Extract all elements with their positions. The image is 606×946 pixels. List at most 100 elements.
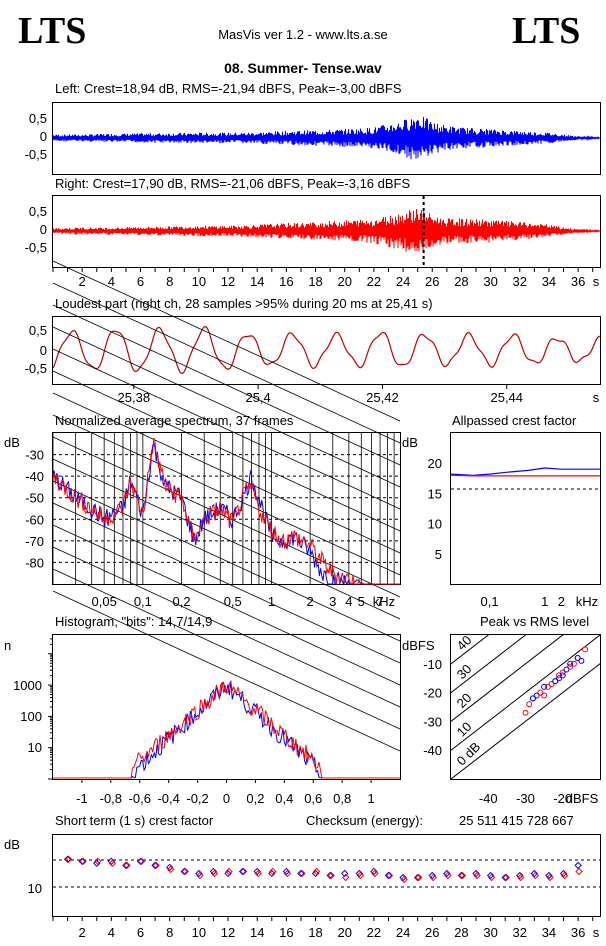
peak-rms-title: Peak vs RMS level: [480, 614, 590, 629]
loud-tick-label: 25,42: [366, 390, 399, 405]
spec-ytick: -80: [25, 555, 44, 570]
hist-xtick: 1: [367, 791, 374, 806]
pr-xtick: dBFS: [566, 791, 599, 806]
crest-point-left: [355, 869, 364, 878]
spec-ytick: -40: [25, 469, 44, 484]
crest-point-right: [400, 875, 408, 884]
spec-ytick: -60: [25, 512, 44, 527]
spec-slope: [52, 304, 401, 466]
right-channel-title: Right: Crest=17,90 dB, RMS=-21,06 dBFS, …: [55, 176, 411, 191]
hist-xtick: 0: [223, 791, 230, 806]
ap-xtick: 0,1: [481, 594, 499, 609]
histogram-ylabel: n: [4, 638, 11, 653]
time-tick-label: 30: [483, 925, 497, 940]
crest-point-right: [196, 871, 204, 880]
crest-point-left: [63, 855, 72, 864]
spec-xtick: 4: [345, 594, 352, 609]
file-title: 08. Summer- Tense.wav: [224, 60, 382, 76]
spec-slope: [52, 546, 401, 708]
pr-diag-label: 20: [454, 690, 475, 711]
loud-tick-label: 25,4: [245, 390, 270, 405]
loud-tick-label: 25,44: [490, 390, 523, 405]
allpass-right-series: [450, 474, 600, 477]
ap-ytick: 20: [428, 456, 442, 471]
crest-point-left: [297, 869, 305, 878]
spectrum-ylabel: dB: [4, 435, 20, 450]
spec-ytick: -30: [25, 448, 44, 463]
crest-title: Short term (1 s) crest factor: [55, 813, 214, 828]
spec-slope: [52, 370, 401, 532]
ytick-right-1: 0: [40, 222, 47, 237]
left-waveform-series: [52, 116, 600, 160]
spec-xtick: 0,05: [92, 594, 117, 609]
loudest-xaxis: 25,38 25,4 25,42 25,44 s: [118, 385, 600, 405]
spec-xtick: 7: [376, 594, 383, 609]
crest-point-right: [371, 869, 379, 878]
hist-xtick: 0,6: [304, 791, 322, 806]
checksum-label: Checksum (energy):: [306, 813, 424, 828]
crest-point-right: [210, 869, 219, 878]
allpass-ylabel: dB: [402, 435, 418, 450]
crest-point-right: [269, 867, 277, 876]
time-tick-label: 24: [396, 274, 410, 289]
pr-ytick: -10: [423, 657, 442, 672]
time-tick-label: 22: [367, 274, 381, 289]
time-tick-label: 14: [250, 274, 264, 289]
peak-rms-ylabel: dBFS: [402, 638, 435, 653]
spec-slope: [52, 524, 401, 686]
pr-point-left: [541, 683, 548, 690]
crest-points: [63, 855, 583, 884]
crest-point-right: [473, 871, 481, 880]
left-channel-title: Left: Crest=18,94 dB, RMS=-21,94 dBFS, P…: [55, 81, 402, 96]
crest-point-left: [413, 873, 422, 882]
crest-point-left: [486, 871, 495, 880]
pr-xtick: -30: [516, 791, 535, 806]
pr-diag-label: 30: [454, 661, 475, 682]
pr-point-left: [574, 655, 581, 662]
hist-xtick: -0,4: [157, 791, 179, 806]
spec-slope: [52, 282, 401, 444]
time-tick-label: 8: [166, 925, 173, 940]
crest-point-left: [195, 869, 203, 878]
time-tick-label: 28: [454, 925, 468, 940]
time-tick-label: 20: [337, 274, 351, 289]
histogram-ticks: -1 -0,8 -0,6 -0,4 -0,2 0 0,2 0,4 0,6 0,8 1: [48, 638, 375, 806]
time-tick-label: 24: [396, 925, 410, 940]
time-tick-label: 10: [192, 274, 206, 289]
ytick-right-0: 0,5: [29, 204, 47, 219]
pr-diag: [450, 634, 528, 695]
pr-point-right: [548, 680, 555, 687]
allpass-title: Allpassed crest factor: [452, 413, 577, 428]
allpass-plot: dB 20 15 10 5 0,1 1 2 kHz: [402, 432, 601, 609]
spectrum-grid: [52, 260, 401, 752]
crest-point-right: [517, 873, 525, 882]
crest-point-left: [78, 857, 86, 866]
ap-xtick: 2: [558, 594, 565, 609]
crest-point-left: [209, 867, 218, 876]
spec-xtick: 5: [358, 594, 365, 609]
pr-xtick: -40: [479, 791, 498, 806]
pr-diag: [450, 634, 491, 666]
time-tick-label: 12: [221, 274, 235, 289]
pr-diag: [450, 634, 565, 723]
left-waveform-plot: 0,5 0 -0,5: [25, 102, 601, 175]
crest-xaxis: 2 4 6 8 10 12 14 16 18 20 22 24 26 28 30 32 34 36 s: [52, 917, 600, 940]
time-tick-label: 10: [192, 925, 206, 940]
ytick-left-2: -0,5: [25, 147, 47, 162]
time-tick-label: 30: [483, 274, 497, 289]
logo-left: LTS: [18, 10, 87, 52]
checksum-value: 25 511 415 728 667: [459, 813, 574, 828]
crest-point-right: [327, 871, 335, 880]
time-tick-label: 4: [108, 925, 115, 940]
spec-xtick: 0,1: [134, 594, 152, 609]
right-waveform-plot: 0,5 0 -0,5 2 4 6 8 10 12 14 16 18 20 22 24 26 28 30 32 3…: [25, 195, 601, 289]
pr-point-right: [537, 689, 544, 696]
time-tick-label: 36: [571, 274, 585, 289]
time-tick-label: 14: [250, 925, 264, 940]
time-tick-label: 36: [571, 925, 585, 940]
crest-point-right: [429, 873, 437, 882]
pr-xtick: -20: [553, 791, 572, 806]
pr-ytick: -40: [423, 743, 442, 758]
time-tick-label: 18: [308, 925, 322, 940]
